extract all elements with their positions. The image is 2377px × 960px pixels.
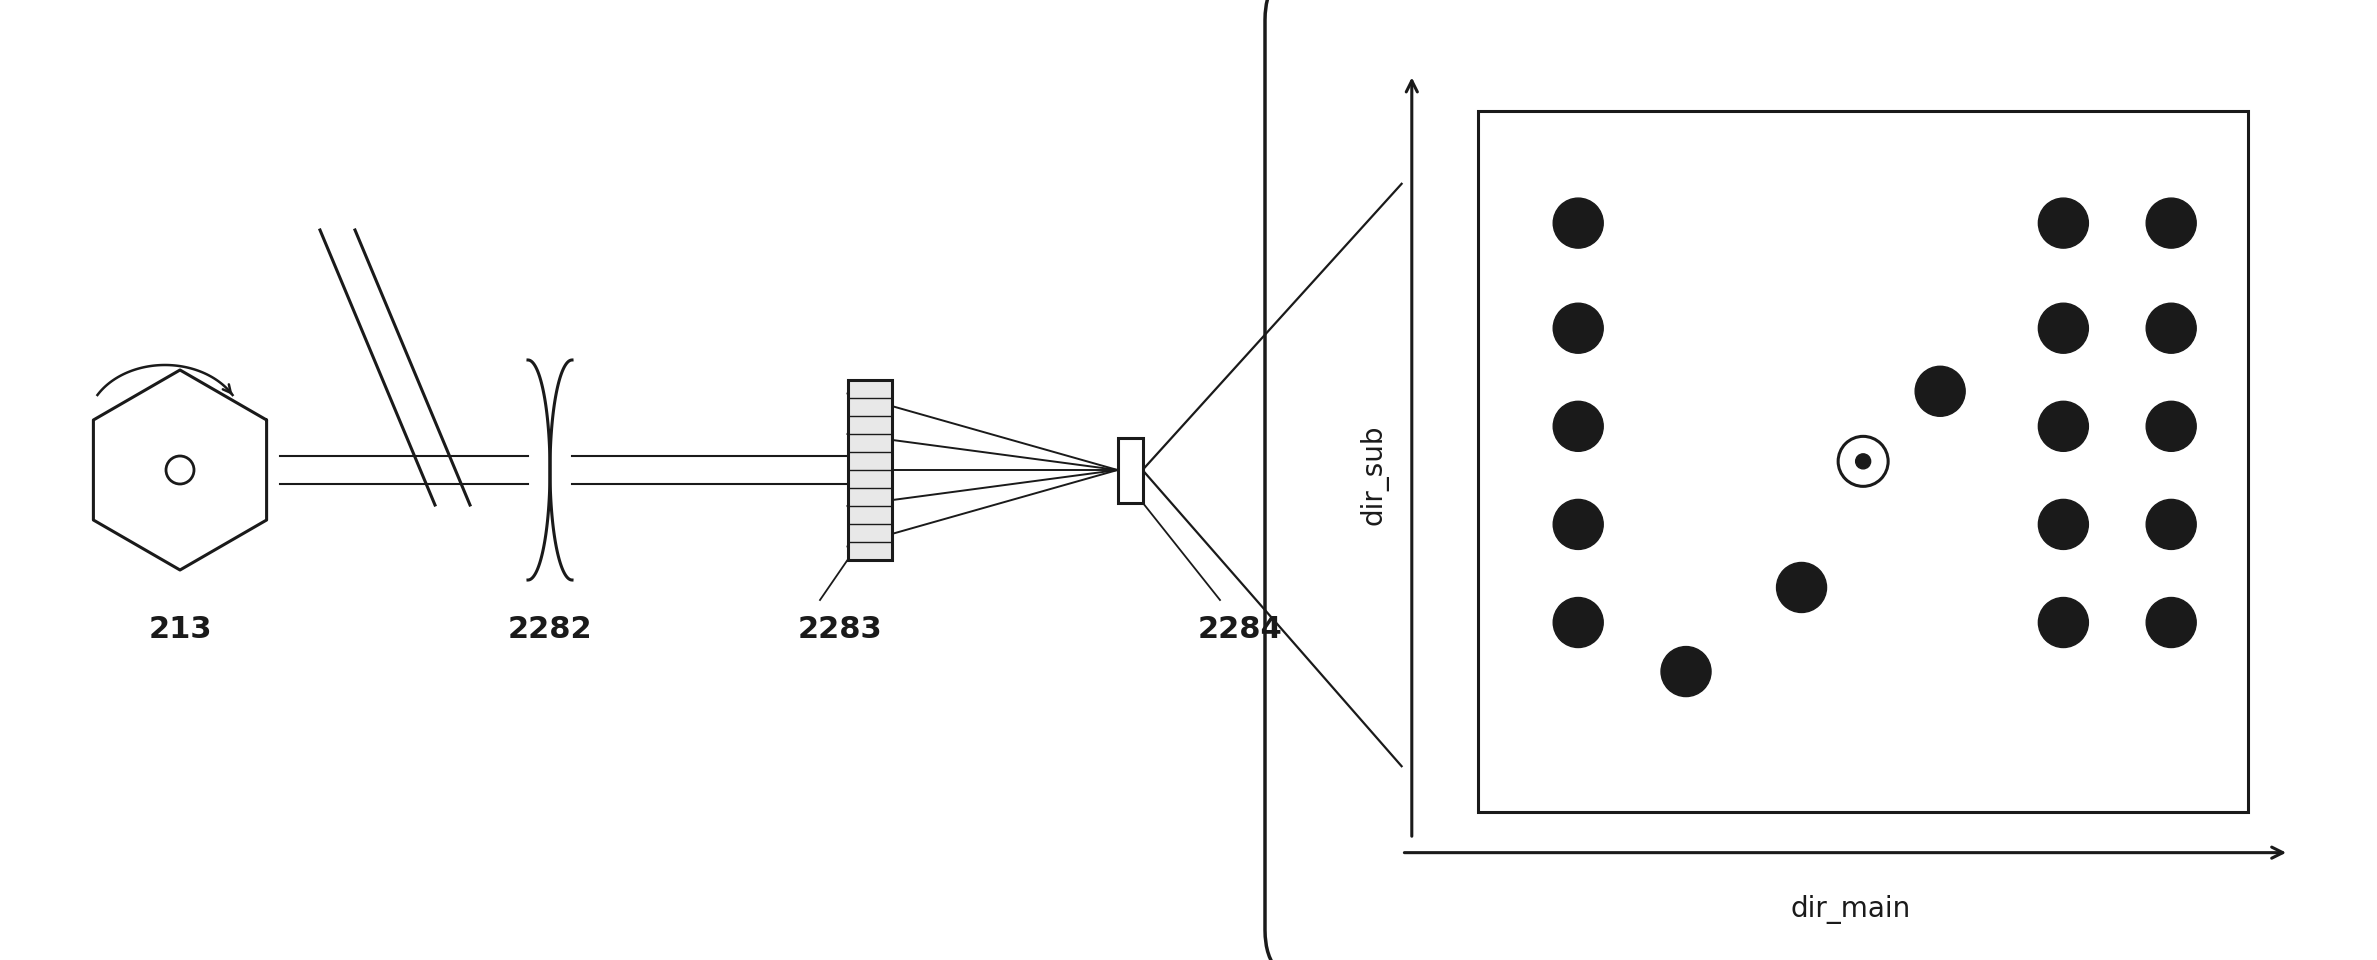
Text: 2282: 2282 — [509, 615, 592, 644]
Circle shape — [1552, 597, 1602, 647]
Circle shape — [1856, 454, 1871, 468]
Circle shape — [2146, 198, 2196, 248]
Circle shape — [1776, 563, 1826, 612]
Text: 2283: 2283 — [799, 615, 882, 644]
Text: dir_main: dir_main — [1790, 895, 1911, 924]
Text: dir_sub: dir_sub — [1360, 424, 1388, 525]
Circle shape — [2146, 303, 2196, 353]
Bar — [1478, 111, 2249, 812]
Circle shape — [2146, 401, 2196, 451]
Circle shape — [2039, 499, 2089, 549]
Circle shape — [1552, 198, 1602, 248]
Circle shape — [2146, 597, 2196, 647]
Circle shape — [1552, 401, 1602, 451]
Circle shape — [2039, 597, 2089, 647]
Text: 2284: 2284 — [1198, 615, 1281, 644]
Circle shape — [1916, 367, 1966, 417]
Text: 213: 213 — [147, 615, 212, 644]
Circle shape — [2039, 198, 2089, 248]
FancyBboxPatch shape — [1265, 0, 2377, 960]
Bar — [1117, 438, 1143, 502]
Circle shape — [2039, 401, 2089, 451]
Bar — [849, 380, 891, 560]
Circle shape — [2146, 499, 2196, 549]
Circle shape — [2039, 303, 2089, 353]
Circle shape — [1552, 303, 1602, 353]
Circle shape — [1552, 499, 1602, 549]
Circle shape — [1662, 647, 1711, 697]
